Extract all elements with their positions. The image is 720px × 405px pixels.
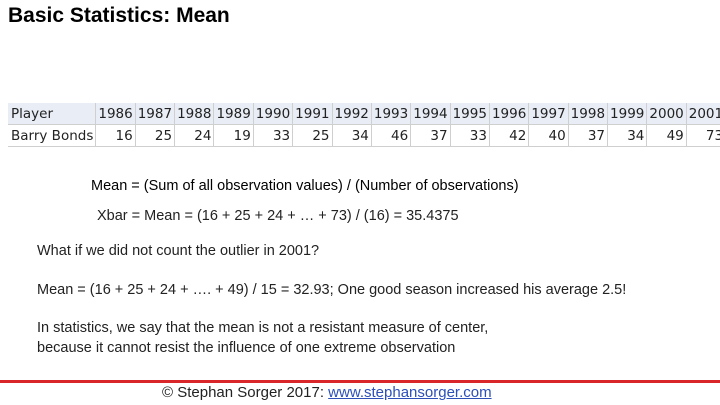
footer-link[interactable]: www.stephansorger.com <box>328 384 492 401</box>
xbar-calculation: Xbar = Mean = (16 + 25 + 24 + … + 73) / … <box>97 208 459 224</box>
table-value-cell: 34 <box>331 124 372 147</box>
table-value-cell: 16 <box>95 124 136 147</box>
page-title: Basic Statistics: Mean <box>8 4 230 27</box>
resistance-note-line2: because it cannot resist the influence o… <box>37 340 456 356</box>
footer-divider <box>0 380 720 383</box>
table-value-cell: 33 <box>252 124 293 147</box>
table-value-cell: 34 <box>607 124 647 147</box>
table-year-cell: 1994 <box>410 103 451 125</box>
table-year-cell: 1987 <box>134 103 175 125</box>
table-value-cell: 37 <box>567 124 608 147</box>
table-value-cell: 73 <box>685 124 720 147</box>
resistance-note-line1: In statistics, we say that the mean is n… <box>37 320 489 336</box>
table-value-cell: 42 <box>488 124 529 147</box>
table-row: Barry Bonds 16 25 24 19 33 25 34 46 37 33 42 40 37 34… <box>8 124 720 147</box>
table-year-cell: 1992 <box>331 103 372 125</box>
table-value-cell: 19 <box>213 124 254 147</box>
table-year-cell: 1991 <box>292 103 333 125</box>
mean-without-outlier: Mean = (16 + 25 + 24 + …. + 49) / 15 = 3… <box>37 282 627 298</box>
table-row-label: Barry Bonds <box>8 124 96 147</box>
table-value-cell: 49 <box>646 124 687 147</box>
table-year-cell: 2001 <box>685 103 720 125</box>
table-year-cell: 1997 <box>528 103 569 125</box>
footer-copyright: © Stephan Sorger 2017: <box>162 384 329 401</box>
table-value-cell: 25 <box>134 124 175 147</box>
table-year-cell: 2000 <box>646 103 687 125</box>
table-year-cell: 1996 <box>488 103 529 125</box>
mean-formula: Mean = (Sum of all observation values) /… <box>91 178 519 194</box>
table-year-cell: 1989 <box>213 103 254 125</box>
table-year-cell: 1999 <box>607 103 647 125</box>
table-value-cell: 33 <box>449 124 490 147</box>
table-value-cell: 25 <box>292 124 333 147</box>
table-year-cell: 1986 <box>95 103 136 125</box>
outlier-question: What if we did not count the outlier in … <box>37 243 320 259</box>
stats-table: Player 1986 1987 1988 1989 1990 1991 1992 1993 1… <box>8 103 720 147</box>
table-value-cell: 37 <box>410 124 451 147</box>
table-value-cell: 46 <box>370 124 411 147</box>
table-value-cell: 24 <box>174 124 214 147</box>
table-year-cell: 1993 <box>370 103 411 125</box>
table-value-cell: 40 <box>528 124 569 147</box>
table-header-label: Player <box>8 103 96 125</box>
table-year-cell: 1995 <box>449 103 490 125</box>
table-year-cell: 1988 <box>174 103 214 125</box>
table-header-row: Player 1986 1987 1988 1989 1990 1991 1992 1993 1… <box>8 103 720 125</box>
footer: © Stephan Sorger 2017: www.stephansorger… <box>162 384 492 401</box>
table-year-cell: 1990 <box>252 103 293 125</box>
table-year-cell: 1998 <box>567 103 608 125</box>
